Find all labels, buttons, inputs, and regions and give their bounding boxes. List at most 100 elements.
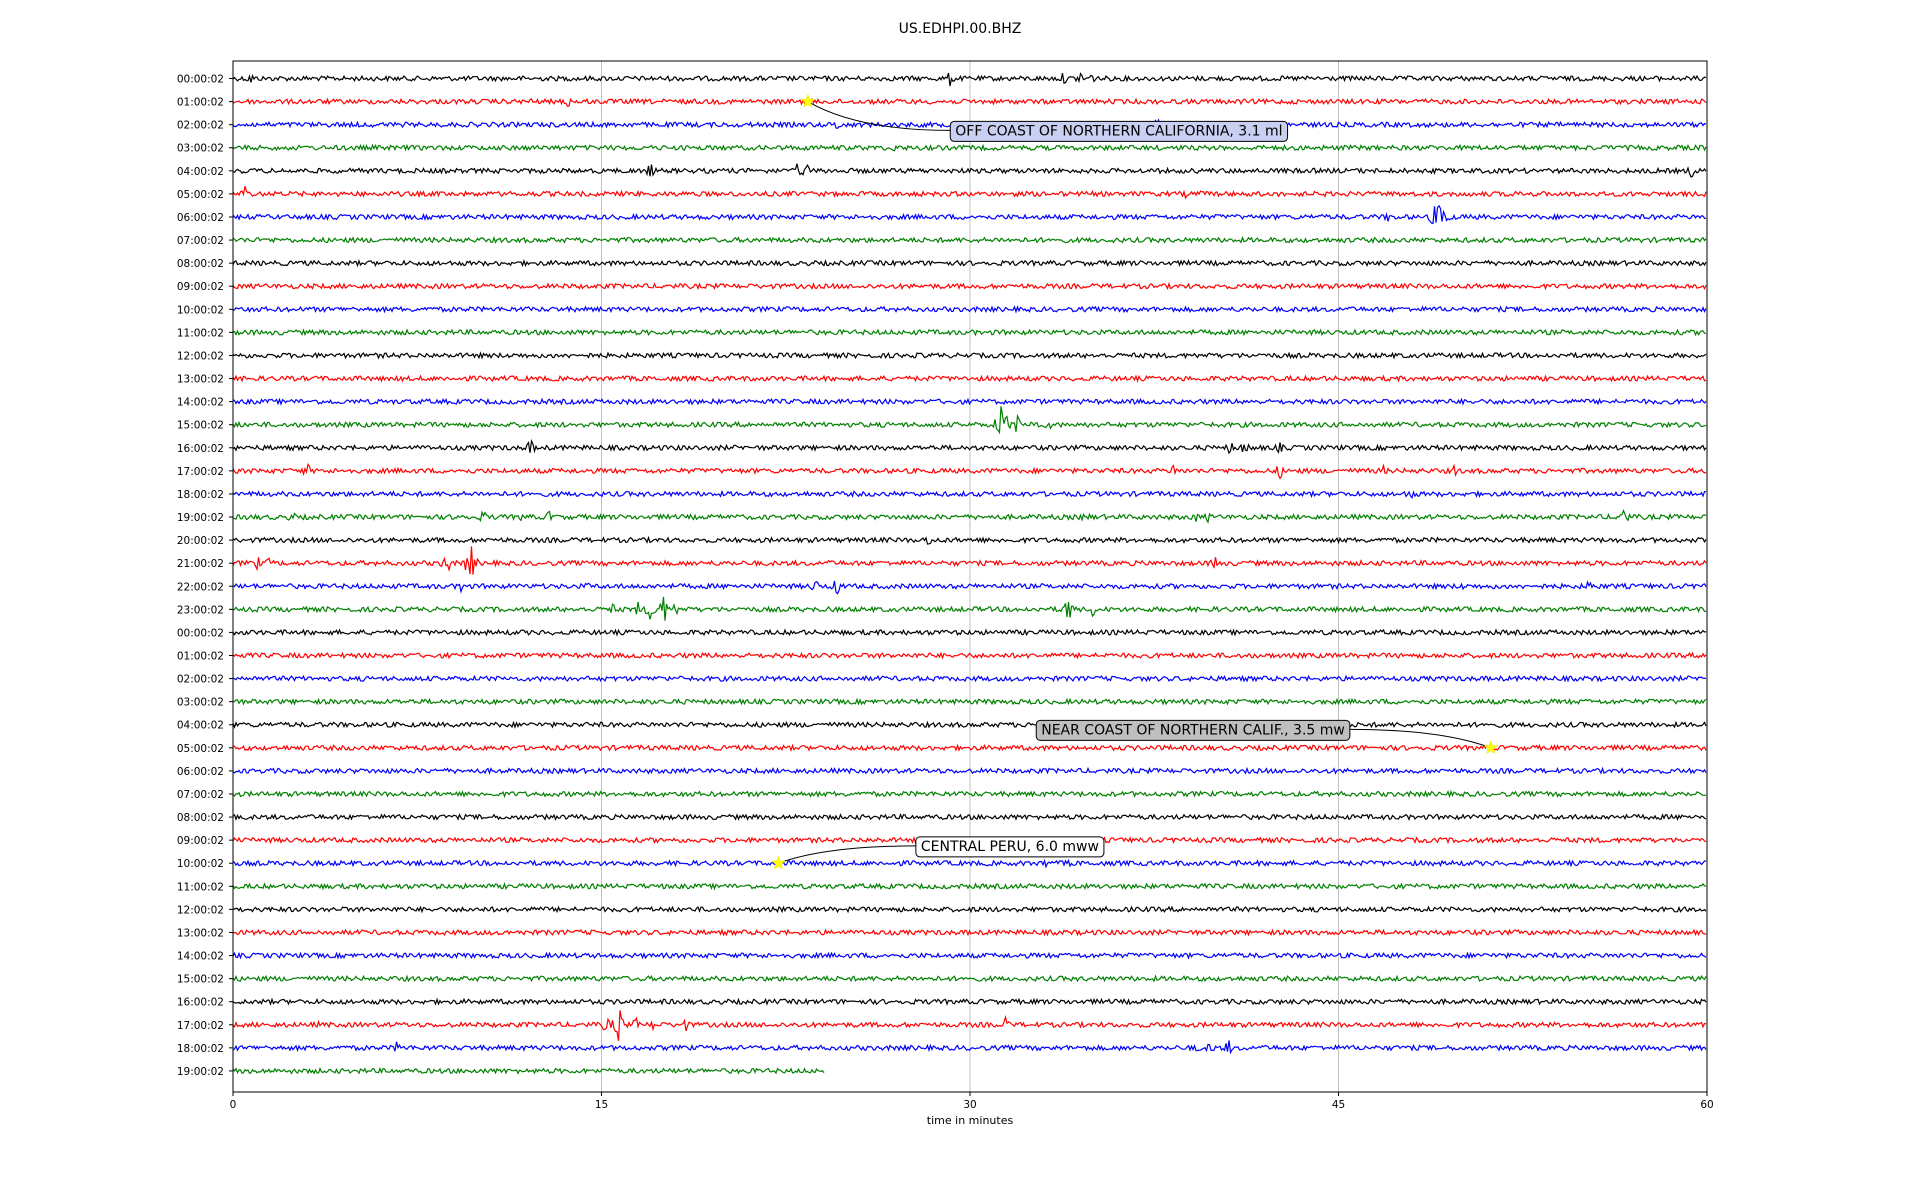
y-tick-label: 10:00:02 [177, 304, 224, 316]
x-tick-label: 0 [230, 1099, 237, 1111]
y-tick-label: 02:00:02 [177, 674, 224, 686]
seismic-trace [232, 651, 1707, 660]
y-tick-label: 23:00:02 [177, 604, 224, 616]
y-tick-label: 03:00:02 [177, 143, 224, 155]
x-tick-label: 45 [1332, 1099, 1345, 1111]
annotation-text: OFF COAST OF NORTHERN CALIFORNIA, 3.1 ml [955, 123, 1282, 139]
x-axis-ticks: 0 15 30 45 60 [230, 1092, 1714, 1111]
seismic-trace [232, 580, 1707, 595]
y-tick-label: 16:00:02 [177, 997, 224, 1009]
seismic-trace [232, 438, 1707, 455]
seismic-trace [232, 72, 1707, 87]
y-tick-label: 07:00:02 [177, 235, 224, 247]
y-tick-label: 05:00:02 [177, 743, 224, 755]
seismic-trace [232, 351, 1707, 360]
event-star-marker [1483, 740, 1499, 755]
seismic-trace [232, 258, 1707, 268]
y-tick-label: 12:00:02 [177, 350, 224, 362]
seismic-trace [232, 766, 1707, 775]
seismic-trace [232, 1066, 825, 1075]
seismic-trace [232, 489, 1706, 500]
seismic-trace [232, 328, 1707, 337]
annotation-text: CENTRAL PERU, 6.0 mww [921, 839, 1099, 855]
chart-title: US.EDHPI.00.BHZ [898, 21, 1022, 37]
y-tick-label: 06:00:02 [177, 766, 224, 778]
y-tick-label: 15:00:02 [177, 420, 224, 432]
annotation-connector [778, 845, 916, 864]
y-tick-label: 14:00:02 [177, 951, 224, 963]
y-tick-label: 15:00:02 [177, 974, 224, 986]
seismic-trace [232, 143, 1707, 152]
y-tick-label: 19:00:02 [177, 512, 224, 524]
seismic-trace [232, 882, 1707, 891]
seismic-trace [232, 374, 1707, 383]
seismic-trace [232, 974, 1707, 983]
seismic-trace [232, 204, 1707, 225]
y-tick-label: 08:00:02 [177, 812, 224, 824]
y-tick-label: 05:00:02 [177, 189, 224, 201]
y-tick-label: 08:00:02 [177, 258, 224, 270]
y-tick-label: 22:00:02 [177, 581, 224, 593]
y-tick-label: 10:00:02 [177, 858, 224, 870]
y-tick-label: 18:00:02 [177, 1043, 224, 1055]
seismic-trace [232, 928, 1707, 937]
seismic-trace [232, 813, 1707, 821]
y-tick-label: 16:00:02 [177, 443, 224, 455]
seismic-trace [232, 1010, 1707, 1041]
y-tick-label: 13:00:02 [177, 927, 224, 939]
seismic-trace [232, 674, 1707, 683]
x-tick-label: 30 [963, 1099, 976, 1111]
seismic-trace [232, 535, 1707, 545]
annotation-text: NEAR COAST OF NORTHERN CALIF., 3.5 mw [1041, 722, 1345, 738]
seismic-trace [232, 186, 1707, 200]
seismic-trace [232, 406, 1707, 435]
seismic-trace [232, 397, 1707, 406]
seismic-trace [232, 163, 1707, 178]
seismic-trace [232, 697, 1707, 706]
annotation-box [949, 120, 1289, 142]
y-tick-label: 01:00:02 [177, 651, 224, 663]
y-tick-label: 07:00:02 [177, 789, 224, 801]
y-tick-label: 11:00:02 [177, 881, 224, 893]
x-tick-label: 15 [595, 1099, 608, 1111]
seismic-trace [232, 951, 1707, 960]
y-tick-label: 14:00:02 [177, 397, 224, 409]
y-tick-label: 04:00:02 [177, 720, 224, 732]
event-star-marker [800, 93, 816, 108]
y-tick-label: 09:00:02 [177, 835, 224, 847]
event-annotations: OFF COAST OF NORTHERN CALIFORNIA, 3.1 ml… [771, 93, 1499, 870]
seismic-trace [232, 97, 1707, 107]
y-tick-label: 09:00:02 [177, 281, 224, 293]
y-tick-label: 02:00:02 [177, 120, 224, 132]
annotation-connector [807, 101, 951, 131]
y-tick-label: 00:00:02 [177, 627, 224, 639]
seismic-trace [232, 462, 1707, 480]
y-tick-label: 03:00:02 [177, 697, 224, 709]
y-tick-label: 19:00:02 [177, 1066, 224, 1078]
x-tick-label: 60 [1700, 1099, 1713, 1111]
seismic-trace [232, 596, 1707, 621]
annotation-box [915, 836, 1105, 858]
y-tick-label: 00:00:02 [177, 74, 224, 86]
x-axis-label: time in minutes [927, 1114, 1014, 1127]
seismogram-traces [232, 72, 1707, 1075]
seismic-trace [232, 720, 1707, 729]
annotation-box [1035, 719, 1351, 741]
seismic-trace [232, 235, 1707, 245]
y-tick-label: 18:00:02 [177, 489, 224, 501]
y-tick-label: 01:00:02 [177, 97, 224, 109]
seismic-trace [232, 997, 1707, 1006]
y-tick-label: 04:00:02 [177, 166, 224, 178]
annotation-connector [1349, 728, 1491, 749]
y-tick-label: 13:00:02 [177, 374, 224, 386]
seismic-trace [232, 789, 1707, 799]
y-tick-label: 12:00:02 [177, 904, 224, 916]
seismic-trace [232, 281, 1707, 291]
y-tick-label: 20:00:02 [177, 535, 224, 547]
event-star-marker [771, 855, 786, 870]
seismic-trace [232, 508, 1707, 524]
seismic-trace [232, 546, 1707, 575]
seismic-trace [232, 858, 1706, 869]
seismic-trace [232, 1040, 1707, 1055]
